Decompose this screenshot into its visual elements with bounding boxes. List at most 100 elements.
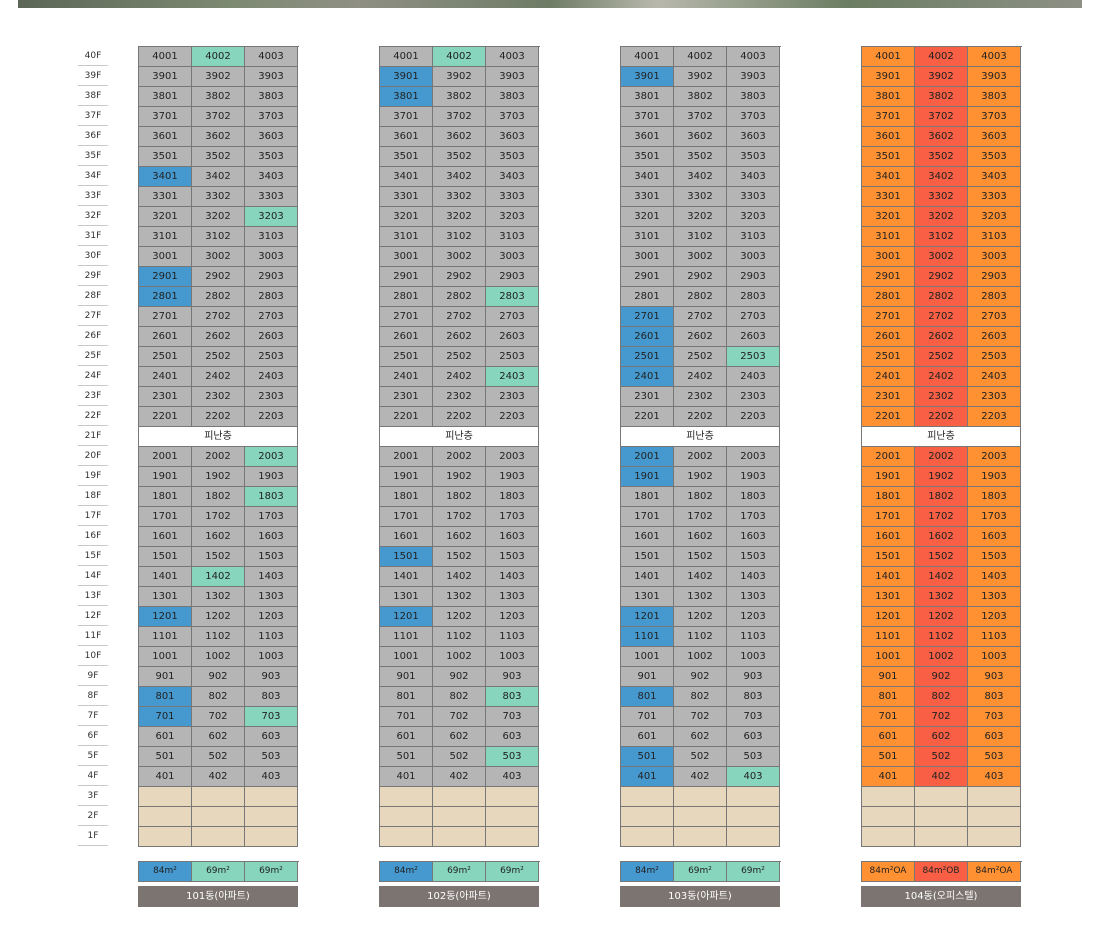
unit-cell: 1001 [139,647,192,667]
floor-label: 2F [78,806,108,826]
unit-cell: 3002 [433,247,486,267]
unit-cell: 3701 [621,107,674,127]
floor-row: 3601 3602 3603 [862,127,1022,147]
floor-row: 3101 3102 3103 [139,227,299,247]
unit-cell: 2601 [139,327,192,347]
unit-cell: 3101 [862,227,915,247]
unit-cell: 3002 [915,247,968,267]
commercial-cell [727,827,780,847]
unit-cell: 3703 [486,107,539,127]
unit-cell: 1803 [727,487,780,507]
unit-cell: 3402 [433,167,486,187]
unit-cell: 1801 [621,487,674,507]
floor-row: 3101 3102 3103 [621,227,781,247]
unit-cell: 2501 [862,347,915,367]
unit-cell: 1301 [139,587,192,607]
floor-label: 40F [78,46,108,66]
unit-cell: 701 [139,707,192,727]
unit-cell: 4001 [139,47,192,67]
unit-cell: 502 [674,747,727,767]
unit-cell: 3301 [621,187,674,207]
unit-cell: 3301 [380,187,433,207]
unit-cell: 503 [727,747,780,767]
unit-cell: 3103 [245,227,298,247]
floor-row: 1801 1802 1803 [139,487,299,507]
unit-cell: 801 [621,687,674,707]
unit-cell: 3201 [139,207,192,227]
unit-cell: 2301 [139,387,192,407]
floor-label: 6F [78,726,108,746]
unit-cell: 3302 [674,187,727,207]
unit-cell: 3502 [433,147,486,167]
refuge-floor: 피난층 [621,427,780,447]
floor-row: 1301 1302 1303 [380,587,540,607]
unit-cell: 3003 [727,247,780,267]
unit-cell: 1801 [139,487,192,507]
commercial-cell [245,787,298,807]
floor-row: 4001 4002 4003 [862,47,1022,67]
commercial-cell [727,787,780,807]
unit-cell: 1603 [245,527,298,547]
unit-cell: 1303 [245,587,298,607]
floor-row: 1601 1602 1603 [862,527,1022,547]
floor-row: 2901 2902 2903 [621,267,781,287]
floor-label: 11F [78,626,108,646]
floor-row: 3201 3202 3203 [139,207,299,227]
floor-row: 3101 3102 3103 [862,227,1022,247]
unit-cell: 2202 [915,407,968,427]
unit-cell: 1302 [433,587,486,607]
unit-cell: 1403 [968,567,1021,587]
legend-item: 84m²OB [915,862,968,882]
unit-cell: 2303 [486,387,539,407]
unit-cell: 1702 [915,507,968,527]
unit-cell: 1202 [915,607,968,627]
unit-cell: 3801 [862,87,915,107]
unit-cell: 1003 [486,647,539,667]
unit-cell: 3802 [674,87,727,107]
floor-row: 2901 2902 2903 [862,267,1022,287]
unit-cell: 3102 [674,227,727,247]
commercial-cell [621,787,674,807]
unit-cell: 2703 [486,307,539,327]
unit-cell: 1802 [192,487,245,507]
unit-cell: 1703 [727,507,780,527]
unit-cell: 602 [915,727,968,747]
floor-row: 2201 2202 2203 [380,407,540,427]
unit-cell: 3902 [915,67,968,87]
floor-row: 1101 1102 1103 [380,627,540,647]
unit-cell: 1203 [727,607,780,627]
unit-cell: 1003 [727,647,780,667]
floor-row: 801 802 803 [862,687,1022,707]
floor-row: 2001 2002 2003 [862,447,1022,467]
commercial-cell [674,807,727,827]
unit-cell: 4003 [968,47,1021,67]
unit-cell: 1401 [139,567,192,587]
unit-cell: 3203 [486,207,539,227]
floor-row: 3501 3502 3503 [139,147,299,167]
unit-cell: 1903 [486,467,539,487]
unit-cell: 3403 [727,167,780,187]
unit-cell: 602 [674,727,727,747]
floor-row: 701 702 703 [380,707,540,727]
legend-item: 69m² [674,862,727,882]
floor-row: 1501 1502 1503 [139,547,299,567]
unit-cell: 3401 [380,167,433,187]
unit-cell: 1402 [433,567,486,587]
unit-cell: 2403 [245,367,298,387]
unit-cell: 3903 [727,67,780,87]
unit-cell: 3203 [968,207,1021,227]
floor-row: 3901 3902 3903 [380,67,540,87]
unit-cell: 3803 [486,87,539,107]
floor-row: 901 902 903 [621,667,781,687]
unit-cell: 1402 [915,567,968,587]
building-102: 4001 4002 4003 3901 3902 3903 3801 3802 3803 3701… [379,46,540,907]
unit-cell: 2601 [621,327,674,347]
floor-row: 2201 2202 2203 [862,407,1022,427]
unit-cell: 3202 [674,207,727,227]
floor-row: 1601 1602 1603 [139,527,299,547]
unit-cell: 2301 [621,387,674,407]
unit-cell: 3102 [433,227,486,247]
commercial-cell [380,827,433,847]
unit-cell: 503 [968,747,1021,767]
unit-cell: 2703 [245,307,298,327]
